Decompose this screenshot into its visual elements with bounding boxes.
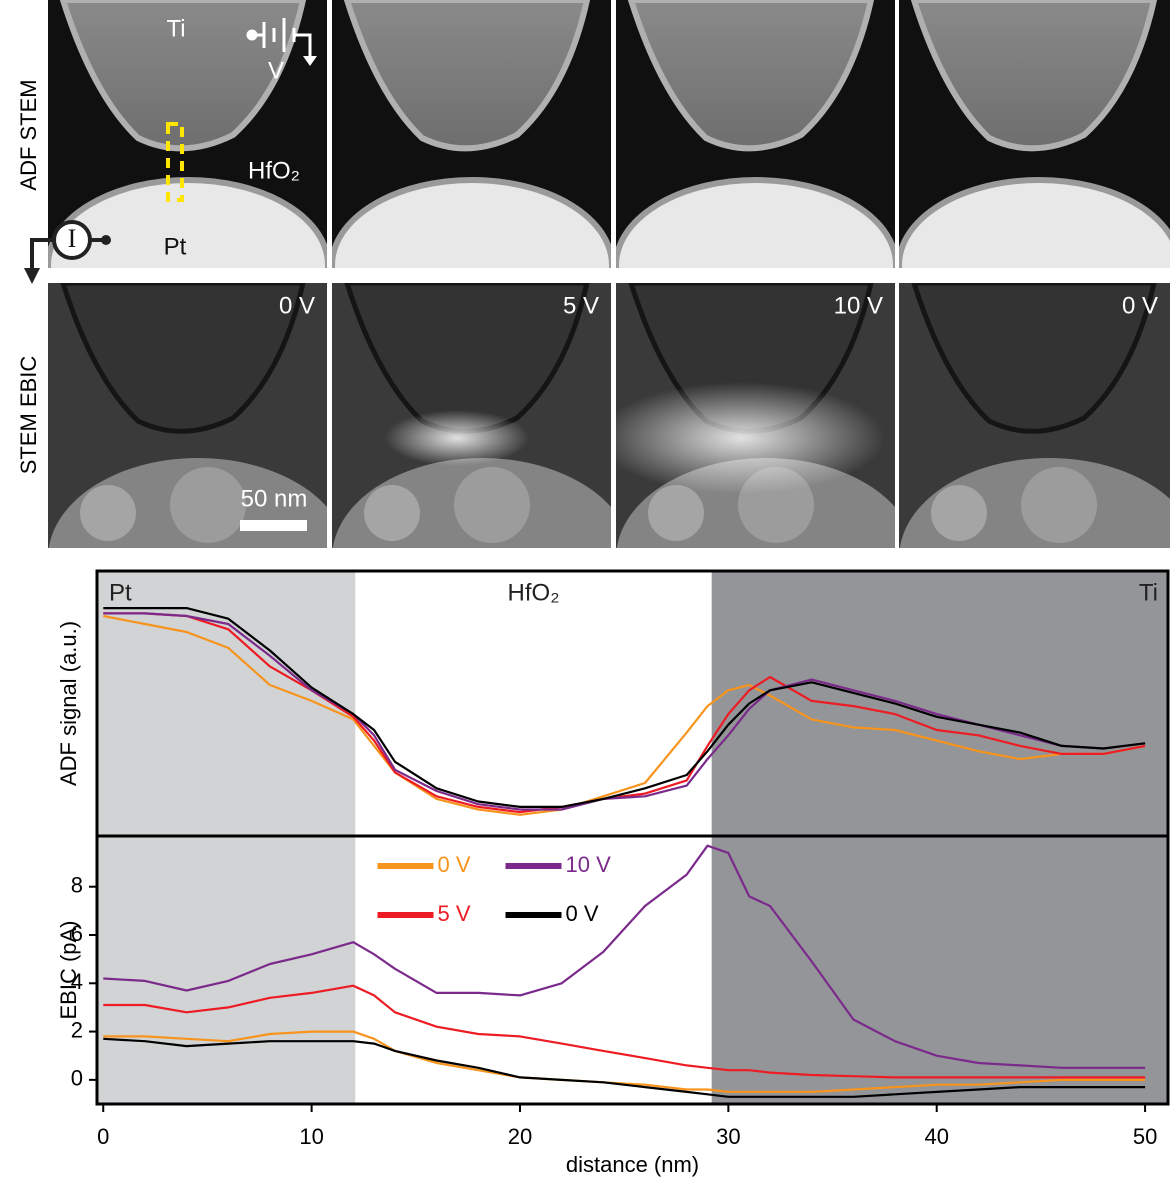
- y-tick-label: 0: [71, 1066, 83, 1091]
- annotations: Ti V HfO₂ Pt I 50 nm: [24, 15, 317, 531]
- region-shade: [97, 571, 356, 836]
- row-label: ADF STEM: [16, 79, 41, 190]
- pt-grain: [648, 485, 704, 541]
- legend-label: 5 V: [438, 901, 471, 926]
- pt-tip: [332, 177, 611, 268]
- adf-image: [899, 0, 1170, 268]
- ti-tip: [627, 0, 875, 152]
- ti-tip: [343, 0, 591, 152]
- legend-label: 10 V: [566, 852, 612, 877]
- data-line: [103, 1030, 1146, 1093]
- ti-tip-outline: [911, 283, 1157, 434]
- material-label: Pt: [164, 233, 187, 260]
- x-axis-label: distance (nm): [566, 1152, 699, 1177]
- scale-bar: [240, 520, 307, 531]
- y-tick-label: 2: [71, 1017, 83, 1042]
- x-tick-label: 40: [924, 1124, 948, 1149]
- data-line: [103, 984, 1146, 1079]
- voltage-label: 0 V: [1122, 292, 1158, 319]
- ti-tip-outline: [60, 283, 306, 434]
- pt-grain: [1021, 467, 1097, 543]
- y-tick-label: 6: [71, 921, 83, 946]
- data-line: [103, 844, 1146, 1069]
- scale-bar-label: 50 nm: [241, 485, 308, 512]
- micrograph-panels: 0 V 5 V 10 V 0 V: [48, 0, 1170, 548]
- ammeter-label: I: [68, 224, 77, 253]
- ammeter-symbol: [24, 220, 111, 284]
- ebic-glow: [616, 382, 885, 494]
- voltage-label: 10 V: [834, 292, 883, 319]
- battery-symbol: [246, 18, 317, 66]
- ebic-image: 0 V: [48, 283, 327, 548]
- x-tick-label: 10: [299, 1124, 323, 1149]
- ebic-image: 5 V: [332, 283, 611, 548]
- ti-tip: [910, 0, 1158, 152]
- legend-label: 0 V: [438, 852, 471, 877]
- data-line: [103, 614, 1146, 816]
- voltage-label: V: [268, 57, 284, 84]
- ebic-image: 10 V: [616, 283, 895, 548]
- pt-grain: [170, 467, 246, 543]
- voltage-label: 0 V: [279, 292, 315, 319]
- ebic-glow: [385, 410, 529, 466]
- material-label: HfO₂: [248, 157, 300, 184]
- adf-image: [48, 0, 327, 268]
- x-tick-label: 20: [508, 1124, 532, 1149]
- region-shade: [355, 571, 712, 836]
- region-shade: [711, 571, 1168, 836]
- pt-tip: [616, 177, 895, 268]
- pt-tip: [48, 177, 327, 268]
- data-line: [103, 607, 1146, 808]
- ti-tip: [59, 0, 307, 152]
- plot-frame: [95, 834, 1170, 1106]
- y-tick-label: 4: [71, 969, 83, 994]
- data-line: [103, 612, 1146, 814]
- voltage-label: 5 V: [563, 292, 599, 319]
- region-label: Ti: [1139, 579, 1158, 606]
- adf-image: [616, 0, 895, 268]
- ebic-image: 0 V: [899, 283, 1170, 548]
- data-line: [103, 1037, 1146, 1098]
- material-label: Ti: [166, 15, 185, 42]
- region-shade: [355, 836, 712, 1104]
- pt-grain: [931, 485, 987, 541]
- pt-grain: [454, 467, 530, 543]
- x-tick-label: 50: [1133, 1124, 1157, 1149]
- y-tick-label: 8: [71, 873, 83, 898]
- y-axis-label: ADF signal (a.u.): [56, 621, 81, 786]
- pt-tip: [899, 177, 1170, 268]
- region-shade: [711, 836, 1168, 1104]
- line-profile-box: [166, 122, 184, 202]
- region-shade: [97, 836, 356, 1104]
- pt-grain: [80, 485, 136, 541]
- line-charts: Pt HfO₂ Ti ADF signal (a.u.) 0 2 4 6 8 0 10 20 30 40 5…: [56, 569, 1170, 1177]
- adf-image: [332, 0, 611, 268]
- x-tick-label: 30: [716, 1124, 740, 1149]
- legend-label: 0 V: [566, 901, 599, 926]
- row-label: STEM EBIC: [16, 356, 41, 475]
- region-label: Pt: [109, 579, 132, 606]
- y-axis-label: EBIC (pA): [56, 920, 81, 1019]
- x-tick-label: 0: [97, 1124, 109, 1149]
- region-label: HfO₂: [508, 579, 560, 606]
- pt-grain: [364, 485, 420, 541]
- data-line: [103, 612, 1146, 811]
